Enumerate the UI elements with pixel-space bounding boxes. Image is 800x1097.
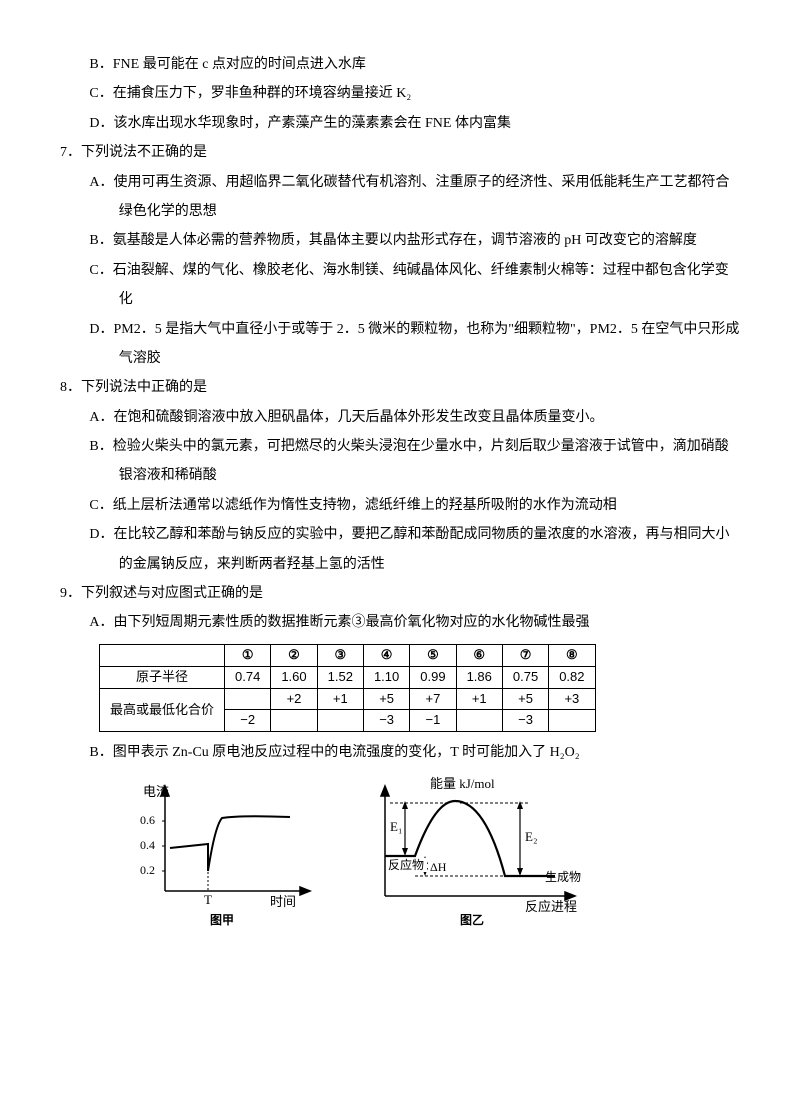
caption: 图乙 [460,913,484,926]
caption: 图甲 [210,913,234,926]
table-row: 原子半径 0.74 1.60 1.52 1.10 0.99 1.86 0.75 … [100,666,596,688]
q6-opt-b: B．FNE 最可能在 c 点对应的时间点进入水库 [60,50,740,79]
q7-stem: 7．下列说法不正确的是 [60,138,740,167]
dh-label: ΔH [430,860,447,874]
reactant-label: 反应物 [388,857,424,872]
q6-opt-d: D．该水库出现水华现象时，产素藻产生的藻素素会在 FNE 体内富集 [60,109,740,138]
q8-stem: 8．下列说法中正确的是 [60,373,740,402]
q9-opt-a: A．由下列短周期元素性质的数据推断元素③最高价氧化物对应的水化物碱性最强 [60,608,740,637]
chart-jia: 0.2 0.4 0.6 电流 T 时间 图甲 [130,776,320,926]
q9-opt-b: B．图甲表示 Zn-Cu 原电池反应过程中的电流强度的变化，T 时可能加入了 H… [60,738,740,767]
title: 能量 kJ/mol [430,776,495,791]
q7-opt-a: A．使用可再生资源、用超临界二氧化碳替代有机溶剂、注重原子的经济性、采用低能耗生… [60,168,740,227]
q8-opt-d: D．在比较乙醇和苯酚与钠反应的实验中，要把乙醇和苯酚配成同物质的量浓度的水溶液，… [60,520,740,579]
t-label: T [204,892,212,907]
q9-table: ① ② ③ ④ ⑤ ⑥ ⑦ ⑧ 原子半径 0.74 1.60 1.52 1.10… [99,644,596,733]
ylabel: 电流 [143,784,169,799]
e2-label: E₂ [525,829,537,844]
q6-opt-c: C．在捕食压力下，罗非鱼种群的环境容纳量接近 K₂ [60,79,740,108]
table-row: 最高或最低化合价 +2 +1 +5 +7 +1 +5 +3 [100,688,596,710]
q8-opt-b: B．检验火柴头中的氯元素，可把燃尽的火柴头浸泡在少量水中，片刻后取少量溶液于试管… [60,432,740,491]
q8-opt-c: C．纸上层析法通常以滤纸作为惰性支持物，滤纸纤维上的羟基所吸附的水作为流动相 [60,491,740,520]
e1-label: E₁ [390,819,402,834]
q7-opt-b: B．氨基酸是人体必需的营养物质，其晶体主要以内盐形式存在，调节溶液的 pH 可改… [60,226,740,255]
ytick: 0.4 [140,838,155,852]
q7-opt-d: D．PM2．5 是指大气中直径小于或等于 2．5 微米的颗粒物，也称为"细颗粒物… [60,315,740,374]
q7-opt-c: C．石油裂解、煤的气化、橡胶老化、海水制镁、纯碱晶体风化、纤维素制火棉等：过程中… [60,256,740,315]
q9-stem: 9．下列叙述与对应图式正确的是 [60,579,740,608]
q8-opt-a: A．在饱和硫酸铜溶液中放入胆矾晶体，几天后晶体外形发生改变且晶体质量变小。 [60,403,740,432]
ytick: 0.2 [140,863,155,877]
xlabel: 反应进程 [525,899,577,914]
table-row: ① ② ③ ④ ⑤ ⑥ ⑦ ⑧ [100,644,596,666]
ytick: 0.6 [140,813,155,827]
xlabel: 时间 [270,894,296,909]
chart-yi: 能量 kJ/mol E₁ ΔH E₂ 反应物 生成物 反应进程 图乙 [360,776,590,926]
product-label: 生成物 [545,870,581,884]
